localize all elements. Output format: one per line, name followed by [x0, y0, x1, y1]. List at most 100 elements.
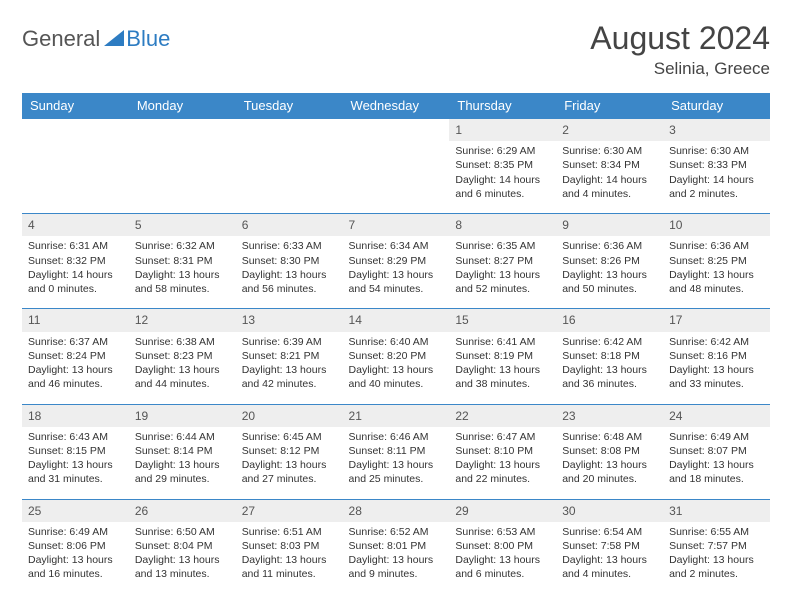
- sunset-text: Sunset: 7:57 PM: [669, 539, 764, 553]
- daylight-text: Daylight: 13 hours and 40 minutes.: [349, 363, 444, 391]
- sunset-text: Sunset: 8:21 PM: [242, 349, 337, 363]
- sunset-text: Sunset: 8:04 PM: [135, 539, 230, 553]
- sunrise-text: Sunrise: 6:48 AM: [562, 430, 657, 444]
- day-number: 16: [556, 309, 663, 331]
- calendar-body: 1Sunrise: 6:29 AMSunset: 8:35 PMDaylight…: [22, 119, 770, 594]
- daylight-text: Daylight: 14 hours and 4 minutes.: [562, 173, 657, 201]
- day-number: 26: [129, 500, 236, 522]
- calendar-week: 11Sunrise: 6:37 AMSunset: 8:24 PMDayligh…: [22, 309, 770, 404]
- daylight-text: Daylight: 13 hours and 58 minutes.: [135, 268, 230, 296]
- day-content: Sunrise: 6:50 AMSunset: 8:04 PMDaylight:…: [129, 522, 236, 594]
- calendar-head: SundayMondayTuesdayWednesdayThursdayFrid…: [22, 93, 770, 119]
- day-content: Sunrise: 6:46 AMSunset: 8:11 PMDaylight:…: [343, 427, 450, 499]
- calendar-cell: 17Sunrise: 6:42 AMSunset: 8:16 PMDayligh…: [663, 309, 770, 404]
- calendar-cell: [343, 119, 450, 214]
- calendar-cell: 15Sunrise: 6:41 AMSunset: 8:19 PMDayligh…: [449, 309, 556, 404]
- sunrise-text: Sunrise: 6:37 AM: [28, 335, 123, 349]
- daylight-text: Daylight: 13 hours and 38 minutes.: [455, 363, 550, 391]
- day-content: Sunrise: 6:54 AMSunset: 7:58 PMDaylight:…: [556, 522, 663, 594]
- day-content: Sunrise: 6:44 AMSunset: 8:14 PMDaylight:…: [129, 427, 236, 499]
- header: General Blue August 2024 Selinia, Greece: [22, 20, 770, 79]
- daylight-text: Daylight: 13 hours and 18 minutes.: [669, 458, 764, 486]
- day-number: 22: [449, 405, 556, 427]
- calendar-cell: 16Sunrise: 6:42 AMSunset: 8:18 PMDayligh…: [556, 309, 663, 404]
- sunrise-text: Sunrise: 6:50 AM: [135, 525, 230, 539]
- sunrise-text: Sunrise: 6:42 AM: [562, 335, 657, 349]
- day-number: 17: [663, 309, 770, 331]
- logo-text-blue: Blue: [126, 26, 170, 52]
- daylight-text: Daylight: 14 hours and 2 minutes.: [669, 173, 764, 201]
- sunrise-text: Sunrise: 6:38 AM: [135, 335, 230, 349]
- sunrise-text: Sunrise: 6:52 AM: [349, 525, 444, 539]
- calendar-cell: 7Sunrise: 6:34 AMSunset: 8:29 PMDaylight…: [343, 214, 450, 309]
- day-number: [22, 119, 129, 141]
- daylight-text: Daylight: 13 hours and 56 minutes.: [242, 268, 337, 296]
- sunset-text: Sunset: 8:10 PM: [455, 444, 550, 458]
- day-content: Sunrise: 6:51 AMSunset: 8:03 PMDaylight:…: [236, 522, 343, 594]
- daylight-text: Daylight: 13 hours and 29 minutes.: [135, 458, 230, 486]
- daylight-text: Daylight: 13 hours and 6 minutes.: [455, 553, 550, 581]
- calendar-cell: [22, 119, 129, 214]
- sunset-text: Sunset: 8:34 PM: [562, 158, 657, 172]
- calendar-cell: 21Sunrise: 6:46 AMSunset: 8:11 PMDayligh…: [343, 404, 450, 499]
- month-title: August 2024: [590, 20, 770, 57]
- calendar-cell: 18Sunrise: 6:43 AMSunset: 8:15 PMDayligh…: [22, 404, 129, 499]
- sunset-text: Sunset: 8:20 PM: [349, 349, 444, 363]
- day-number: 25: [22, 500, 129, 522]
- day-number: 21: [343, 405, 450, 427]
- sunset-text: Sunset: 8:19 PM: [455, 349, 550, 363]
- daylight-text: Daylight: 13 hours and 25 minutes.: [349, 458, 444, 486]
- daylight-text: Daylight: 13 hours and 2 minutes.: [669, 553, 764, 581]
- sunset-text: Sunset: 7:58 PM: [562, 539, 657, 553]
- calendar-cell: 13Sunrise: 6:39 AMSunset: 8:21 PMDayligh…: [236, 309, 343, 404]
- sunrise-text: Sunrise: 6:36 AM: [669, 239, 764, 253]
- sunrise-text: Sunrise: 6:29 AM: [455, 144, 550, 158]
- daylight-text: Daylight: 13 hours and 48 minutes.: [669, 268, 764, 296]
- calendar-cell: 26Sunrise: 6:50 AMSunset: 8:04 PMDayligh…: [129, 499, 236, 594]
- calendar-cell: 6Sunrise: 6:33 AMSunset: 8:30 PMDaylight…: [236, 214, 343, 309]
- day-number: 20: [236, 405, 343, 427]
- day-content: Sunrise: 6:29 AMSunset: 8:35 PMDaylight:…: [449, 141, 556, 213]
- sunset-text: Sunset: 8:31 PM: [135, 254, 230, 268]
- calendar-cell: 1Sunrise: 6:29 AMSunset: 8:35 PMDaylight…: [449, 119, 556, 214]
- sunrise-text: Sunrise: 6:47 AM: [455, 430, 550, 444]
- calendar-cell: 28Sunrise: 6:52 AMSunset: 8:01 PMDayligh…: [343, 499, 450, 594]
- day-content: Sunrise: 6:53 AMSunset: 8:00 PMDaylight:…: [449, 522, 556, 594]
- day-number: 4: [22, 214, 129, 236]
- day-content: Sunrise: 6:45 AMSunset: 8:12 PMDaylight:…: [236, 427, 343, 499]
- calendar-cell: 8Sunrise: 6:35 AMSunset: 8:27 PMDaylight…: [449, 214, 556, 309]
- day-number: 1: [449, 119, 556, 141]
- sunset-text: Sunset: 8:03 PM: [242, 539, 337, 553]
- day-number: 2: [556, 119, 663, 141]
- daylight-text: Daylight: 14 hours and 0 minutes.: [28, 268, 123, 296]
- sunrise-text: Sunrise: 6:49 AM: [28, 525, 123, 539]
- sunrise-text: Sunrise: 6:49 AM: [669, 430, 764, 444]
- sunset-text: Sunset: 8:18 PM: [562, 349, 657, 363]
- location: Selinia, Greece: [590, 59, 770, 79]
- sunset-text: Sunset: 8:30 PM: [242, 254, 337, 268]
- sunrise-text: Sunrise: 6:33 AM: [242, 239, 337, 253]
- calendar-week: 1Sunrise: 6:29 AMSunset: 8:35 PMDaylight…: [22, 119, 770, 214]
- day-content: Sunrise: 6:49 AMSunset: 8:07 PMDaylight:…: [663, 427, 770, 499]
- calendar-week: 25Sunrise: 6:49 AMSunset: 8:06 PMDayligh…: [22, 499, 770, 594]
- sunrise-text: Sunrise: 6:53 AM: [455, 525, 550, 539]
- calendar-cell: [129, 119, 236, 214]
- daylight-text: Daylight: 14 hours and 6 minutes.: [455, 173, 550, 201]
- day-content: Sunrise: 6:36 AMSunset: 8:26 PMDaylight:…: [556, 236, 663, 308]
- daylight-text: Daylight: 13 hours and 50 minutes.: [562, 268, 657, 296]
- sunrise-text: Sunrise: 6:55 AM: [669, 525, 764, 539]
- sunset-text: Sunset: 8:14 PM: [135, 444, 230, 458]
- daylight-text: Daylight: 13 hours and 33 minutes.: [669, 363, 764, 391]
- calendar-cell: 11Sunrise: 6:37 AMSunset: 8:24 PMDayligh…: [22, 309, 129, 404]
- day-content: Sunrise: 6:30 AMSunset: 8:33 PMDaylight:…: [663, 141, 770, 213]
- calendar-cell: 30Sunrise: 6:54 AMSunset: 7:58 PMDayligh…: [556, 499, 663, 594]
- sunrise-text: Sunrise: 6:30 AM: [562, 144, 657, 158]
- daylight-text: Daylight: 13 hours and 44 minutes.: [135, 363, 230, 391]
- calendar-cell: 9Sunrise: 6:36 AMSunset: 8:26 PMDaylight…: [556, 214, 663, 309]
- weekday-header: Thursday: [449, 93, 556, 119]
- daylight-text: Daylight: 13 hours and 52 minutes.: [455, 268, 550, 296]
- logo-triangle-icon: [104, 28, 124, 51]
- day-number: 3: [663, 119, 770, 141]
- day-number: 7: [343, 214, 450, 236]
- day-content: Sunrise: 6:36 AMSunset: 8:25 PMDaylight:…: [663, 236, 770, 308]
